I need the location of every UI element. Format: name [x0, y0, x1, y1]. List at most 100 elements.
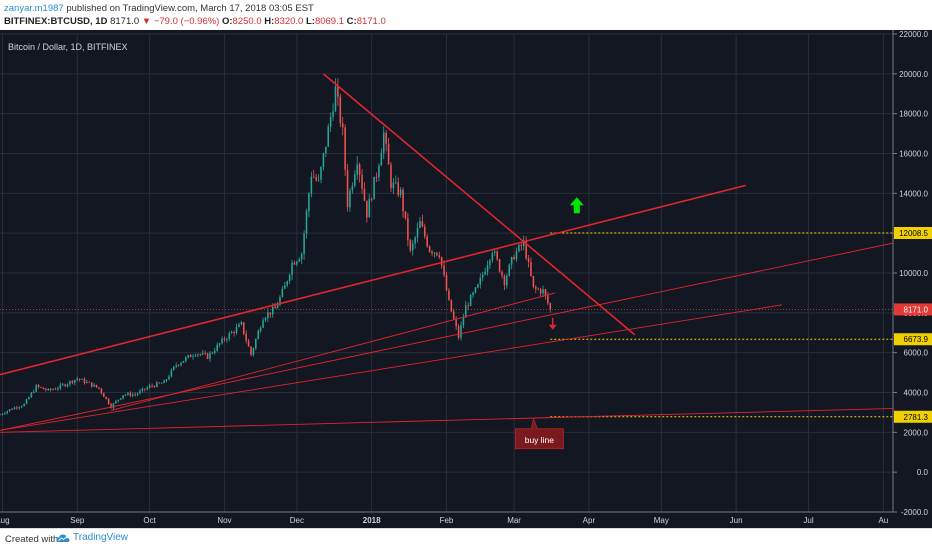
candle-body [20, 406, 23, 408]
candle-body [467, 305, 470, 307]
candle-body [192, 356, 194, 358]
candle-body [317, 179, 320, 181]
y-tick-label: -2000.0 [901, 508, 929, 517]
candle-body [416, 227, 419, 238]
candle-body [13, 407, 16, 410]
candle-body [457, 326, 460, 338]
candle-body [216, 344, 219, 351]
candle-body [547, 295, 549, 304]
candle-body [124, 394, 127, 396]
candle-body [349, 190, 351, 208]
candle-body [8, 409, 11, 412]
chart-panel[interactable]: 22000.020000.018000.016000.014000.012000… [0, 30, 932, 528]
x-tick-label: Nov [217, 516, 231, 525]
candle-body [180, 362, 182, 366]
candle-body [382, 132, 385, 153]
candle-body [69, 381, 71, 385]
candle-body [98, 387, 100, 389]
x-tick-label: Jun [730, 516, 743, 525]
candle-body [201, 353, 204, 355]
candle-body [189, 355, 192, 358]
candle-body [298, 259, 301, 262]
candle-body [175, 365, 177, 367]
y-tick-label: 2000.0 [904, 428, 929, 437]
candle-body [59, 384, 62, 389]
x-tick-label: Mar [507, 516, 521, 525]
candle-body [308, 193, 310, 212]
candle-body [74, 379, 76, 383]
candle-body [358, 164, 361, 175]
candle-body [472, 292, 474, 296]
candle-body [139, 390, 141, 394]
candle-body [479, 277, 482, 285]
candle-body [71, 381, 74, 383]
candle-body [510, 257, 513, 265]
candle-body [90, 382, 93, 387]
candle-body [407, 218, 409, 241]
candle-body [242, 322, 245, 334]
candle-body [245, 333, 247, 341]
candle-body [247, 340, 250, 347]
candle-body [489, 260, 491, 266]
x-tick-label: Au [878, 516, 888, 525]
candle-body [440, 257, 443, 266]
candle-body [293, 262, 296, 265]
candle-body [28, 397, 30, 400]
candle-body [322, 153, 325, 167]
candle-body [25, 399, 28, 404]
candle-body [131, 394, 134, 396]
chart-background [0, 30, 932, 528]
candle-body [230, 332, 233, 334]
candle-body [465, 305, 467, 318]
author-link[interactable]: zanyar.m1987 [4, 3, 64, 14]
candle-body [144, 388, 146, 390]
candle-body [327, 126, 330, 147]
chart-canvas[interactable]: 22000.020000.018000.016000.014000.012000… [0, 30, 932, 528]
candle-body [279, 296, 281, 305]
close-value: 8171.0 [356, 16, 386, 27]
y-tick-label: 20000.0 [899, 70, 928, 79]
candle-body [532, 275, 535, 287]
candle-body [549, 303, 552, 309]
x-tick-label: Oct [143, 516, 156, 525]
candle-body [110, 404, 112, 408]
candle-body [37, 385, 40, 387]
candle-body [404, 211, 407, 219]
last-price-label: 8171.0 [904, 305, 929, 314]
candle-body [129, 393, 132, 396]
level-price-tag [894, 226, 932, 239]
candle-body [363, 188, 366, 201]
candle-body [252, 348, 255, 355]
candle-body [40, 386, 42, 388]
candle-body [156, 382, 158, 387]
candle-body [134, 394, 136, 396]
x-tick-label: Sep [70, 516, 85, 525]
x-tick-label: Apr [583, 516, 596, 525]
candle-body [421, 221, 424, 227]
level-price-label: 12008.5 [899, 229, 928, 238]
candles-group [0, 78, 552, 416]
x-tick-label: 2018 [363, 516, 381, 525]
candle-body [474, 287, 477, 293]
candle-body [303, 233, 305, 254]
candle-body [392, 182, 395, 189]
candle-body [122, 395, 124, 399]
candle-body [527, 258, 530, 263]
buy-line-label: buy line [525, 435, 555, 445]
open-label: O: [221, 16, 233, 27]
candle-body [542, 289, 544, 294]
candle-body [255, 339, 257, 349]
brand-link[interactable]: TradingView [56, 532, 128, 543]
candle-body [218, 343, 221, 345]
candle-body [0, 414, 1, 416]
candle-body [539, 289, 542, 294]
candle-body [177, 365, 180, 366]
candle-body [182, 360, 185, 363]
candle-body [496, 251, 498, 260]
candle-body [356, 164, 358, 175]
candle-body [233, 332, 235, 334]
candle-body [520, 244, 523, 247]
candle-body [93, 384, 95, 387]
candle-body [305, 211, 308, 234]
candle-body [522, 240, 525, 247]
